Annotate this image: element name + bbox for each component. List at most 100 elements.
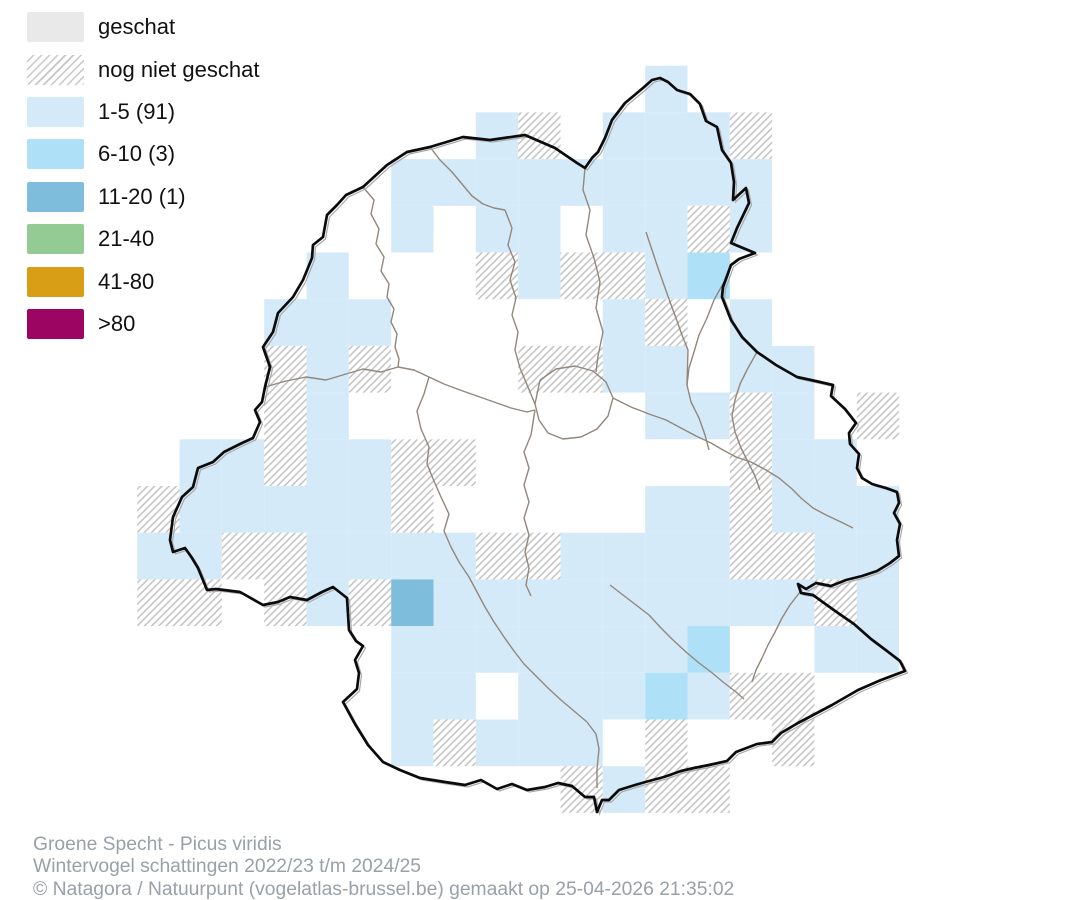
map-cell-1-5 bbox=[433, 579, 476, 627]
map-cell-1-5 bbox=[856, 579, 900, 627]
map-cell-1-5 bbox=[687, 579, 730, 627]
map-cell-1-5 bbox=[602, 205, 646, 253]
map-cell-nog-niet-geschat bbox=[602, 252, 646, 300]
map-cell-1-5 bbox=[306, 345, 349, 393]
map-cell-nog-niet-geschat bbox=[391, 486, 434, 533]
legend-item-class-21-40: 21-40 bbox=[27, 218, 259, 260]
map-cell-1-5 bbox=[687, 672, 730, 720]
map-cell-1-5 bbox=[729, 345, 773, 393]
map-cell-nog-niet-geschat bbox=[433, 719, 476, 767]
legend-item-class-gt-80: >80 bbox=[27, 303, 259, 345]
legend-label-class-6-10: 6-10 (3) bbox=[98, 141, 176, 167]
map-cell-1-5 bbox=[518, 579, 561, 627]
map-cell-1-5 bbox=[645, 205, 688, 253]
map-cell-1-5 bbox=[772, 345, 815, 393]
map-cell-1-5 bbox=[602, 112, 646, 160]
map-cell-6-10 bbox=[687, 626, 730, 673]
caption-subtitle: Wintervogel schattingen 2022/23 t/m 2024… bbox=[33, 856, 422, 878]
map-cell-nog-niet-geschat bbox=[179, 579, 222, 627]
map-cell-nog-niet-geschat bbox=[137, 579, 180, 627]
map-cell-1-5 bbox=[391, 205, 434, 253]
map-cell-1-5 bbox=[602, 299, 646, 346]
legend-item-class-11-20: 11-20 (1) bbox=[27, 176, 259, 218]
municipal-border-line bbox=[416, 376, 600, 788]
region-border bbox=[168, 76, 907, 814]
legend-swatch-class-41-80 bbox=[27, 266, 84, 297]
municipal-border-line bbox=[264, 366, 536, 413]
legend-label-class-21-40: 21-40 bbox=[98, 226, 155, 252]
map-cell-1-5 bbox=[814, 439, 857, 486]
map-cell-nog-niet-geschat bbox=[687, 766, 730, 813]
map-cell-1-5 bbox=[306, 486, 349, 533]
map-cell-1-5 bbox=[772, 392, 815, 440]
caption-species: Groene Specht - Picus viridis bbox=[33, 834, 282, 855]
caption-credit: © Natagora / Natuurpunt (vogelatlas-brus… bbox=[33, 878, 735, 900]
map-cell-1-5 bbox=[306, 299, 349, 346]
map-cell-1-5 bbox=[560, 579, 603, 627]
legend-swatch-estimated bbox=[27, 12, 84, 43]
map-cell-1-5 bbox=[645, 112, 688, 160]
map-cell-1-5 bbox=[645, 65, 688, 113]
legend-swatch-class-21-40 bbox=[27, 224, 84, 255]
map-cell-1-5 bbox=[475, 159, 519, 206]
map-cell-1-5 bbox=[306, 579, 349, 627]
region-border-companion-line bbox=[171, 79, 909, 817]
legend-item-estimated: geschat bbox=[27, 6, 259, 48]
municipal-border-line bbox=[504, 209, 536, 405]
map-cell-1-5 bbox=[645, 345, 688, 393]
map-cell-1-5 bbox=[306, 532, 349, 580]
map-cell-nog-niet-geschat bbox=[814, 579, 857, 627]
legend-item-not-yet-estimated: nog niet geschat bbox=[27, 48, 259, 90]
legend-item-class-6-10: 6-10 (3) bbox=[27, 133, 259, 175]
map-cell-1-5 bbox=[645, 579, 688, 627]
map-cell-1-5 bbox=[814, 532, 857, 580]
map-cell-1-5 bbox=[348, 439, 392, 486]
map-cell-1-5 bbox=[264, 486, 307, 533]
map-cell-nog-niet-geschat bbox=[560, 252, 603, 300]
map-cell-nog-niet-geschat bbox=[645, 719, 688, 767]
map-cell-1-5 bbox=[687, 159, 730, 206]
map-cell-nog-niet-geschat bbox=[645, 299, 688, 346]
legend-swatch-class-6-10 bbox=[27, 139, 84, 170]
map-cell-1-5 bbox=[348, 486, 392, 533]
municipal-border-line bbox=[609, 584, 745, 700]
map-cell-1-5 bbox=[560, 532, 603, 580]
municipal-border-line bbox=[582, 167, 604, 373]
map-cell-1-5 bbox=[433, 159, 476, 206]
map-cell-1-5 bbox=[856, 486, 900, 533]
municipal-border-line bbox=[362, 186, 400, 368]
map-cell-nog-niet-geschat bbox=[475, 532, 519, 580]
map-cell-nog-niet-geschat bbox=[729, 672, 773, 720]
map-cell-1-5 bbox=[518, 205, 561, 253]
map-cell-1-5 bbox=[602, 345, 646, 393]
legend-swatch-not-yet-estimated bbox=[27, 54, 84, 85]
map-cell-nog-niet-geschat bbox=[729, 392, 773, 440]
map-cell-1-5 bbox=[306, 439, 349, 486]
map-caption: Groene Specht - Picus viridis Wintervoge… bbox=[33, 834, 734, 900]
map-cell-1-5 bbox=[348, 532, 392, 580]
map-cell-1-5 bbox=[518, 626, 561, 673]
map-cell-nog-niet-geschat bbox=[348, 345, 392, 393]
map-cell-1-5 bbox=[179, 439, 222, 486]
map-cell-1-5 bbox=[729, 579, 773, 627]
legend: geschat nog niet geschat 1-5 (91) 6-10 (3) 1… bbox=[27, 6, 259, 345]
legend-item-class-1-5: 1-5 (91) bbox=[27, 91, 259, 133]
map-cell-1-5 bbox=[518, 252, 561, 300]
map-cell-1-5 bbox=[814, 626, 857, 673]
map-cell-1-5 bbox=[518, 159, 561, 206]
legend-swatch-class-gt-80 bbox=[27, 308, 84, 339]
map-cell-nog-niet-geschat bbox=[856, 392, 900, 440]
map-cell-1-5 bbox=[348, 299, 392, 346]
map-cell-nog-niet-geschat bbox=[518, 532, 561, 580]
map-cell-nog-niet-geschat bbox=[772, 672, 815, 720]
map-cell-1-5 bbox=[475, 719, 519, 767]
map-cell-1-5 bbox=[560, 626, 603, 673]
map-cell-nog-niet-geschat bbox=[729, 532, 773, 580]
map-cell-6-10 bbox=[645, 672, 688, 720]
legend-swatch-class-11-20 bbox=[27, 181, 84, 212]
map-cell-1-5 bbox=[645, 532, 688, 580]
map-cell-1-5 bbox=[602, 672, 646, 720]
map-cell-nog-niet-geschat bbox=[729, 112, 773, 160]
